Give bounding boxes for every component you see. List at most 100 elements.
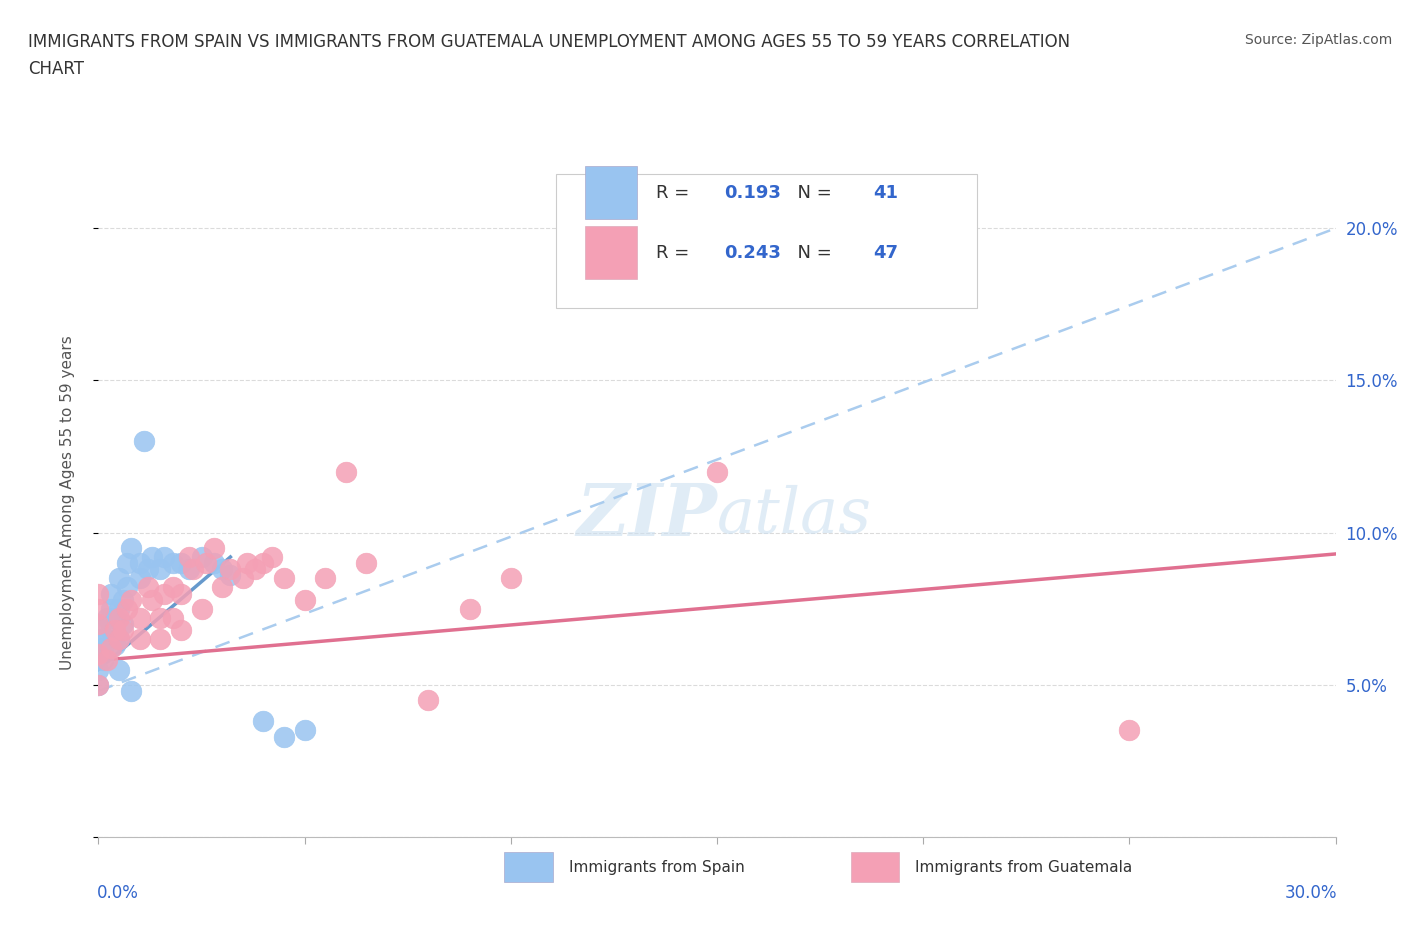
Point (356, 555, 378, 570)
Point (190, 602, 212, 617)
Point (314, 571, 336, 586)
Point (179, 550, 201, 565)
Text: R =: R = (657, 183, 696, 202)
Point (190, 550, 212, 565)
Point (100, 622, 122, 637)
Point (104, 638, 127, 653)
Point (179, 562, 201, 577)
Point (117, 602, 139, 617)
Point (136, 562, 159, 577)
Point (219, 568, 242, 583)
Point (162, 580, 184, 595)
Text: atlas: atlas (717, 485, 872, 547)
Point (120, 540, 142, 555)
Point (170, 622, 193, 637)
Point (112, 617, 135, 631)
Text: 0.243: 0.243 (724, 244, 782, 261)
Point (112, 592, 135, 607)
FancyBboxPatch shape (505, 853, 553, 882)
Text: R =: R = (657, 244, 696, 261)
Point (202, 555, 225, 570)
Point (96, 610, 118, 625)
Point (706, 464, 728, 479)
Point (128, 631, 150, 646)
Point (87, 662, 110, 677)
Point (96, 653, 118, 668)
Point (149, 610, 172, 625)
Point (87, 586, 110, 601)
Point (120, 684, 142, 698)
Text: ZIP: ZIP (576, 480, 717, 551)
Point (149, 562, 172, 577)
Point (912, 282, 935, 297)
Point (219, 562, 242, 577)
FancyBboxPatch shape (585, 226, 637, 279)
Point (112, 622, 135, 637)
Point (108, 571, 131, 586)
Point (162, 555, 184, 570)
Point (181, 562, 204, 577)
Text: Immigrants from Spain: Immigrants from Spain (568, 859, 744, 874)
Point (87, 647, 110, 662)
FancyBboxPatch shape (851, 853, 898, 882)
Point (108, 631, 131, 646)
Point (108, 662, 131, 677)
Point (108, 631, 131, 646)
Point (1118, 723, 1140, 737)
Text: 41: 41 (873, 183, 898, 202)
Point (128, 555, 150, 570)
Point (260, 550, 283, 565)
Point (243, 562, 266, 577)
Point (273, 571, 295, 586)
Text: CHART: CHART (28, 60, 84, 78)
Point (141, 550, 163, 565)
Point (117, 580, 139, 595)
Point (232, 571, 254, 586)
Point (194, 555, 217, 570)
Point (136, 580, 159, 595)
Point (458, 602, 481, 617)
Point (252, 714, 274, 729)
Point (87, 617, 110, 631)
Point (87, 631, 110, 646)
Point (91, 653, 114, 668)
FancyBboxPatch shape (557, 174, 977, 308)
Point (149, 631, 172, 646)
Text: 0.0%: 0.0% (97, 884, 139, 902)
Point (104, 610, 127, 625)
Point (294, 723, 316, 737)
Point (236, 555, 259, 570)
Point (87, 617, 110, 631)
Text: Immigrants from Guatemala: Immigrants from Guatemala (915, 859, 1132, 874)
FancyBboxPatch shape (585, 166, 637, 219)
Point (499, 571, 522, 586)
Text: N =: N = (786, 244, 838, 261)
Y-axis label: Unemployment Among Ages 55 to 59 years: Unemployment Among Ages 55 to 59 years (60, 335, 75, 670)
Point (170, 555, 193, 570)
Point (100, 602, 122, 617)
Point (120, 592, 142, 607)
Point (202, 540, 225, 555)
Text: N =: N = (786, 183, 838, 202)
Text: Source: ZipAtlas.com: Source: ZipAtlas.com (1244, 33, 1392, 46)
Point (211, 562, 233, 577)
Point (162, 610, 184, 625)
Point (108, 602, 131, 617)
Point (100, 586, 122, 601)
Point (273, 729, 295, 744)
Text: 30.0%: 30.0% (1285, 884, 1337, 902)
Point (211, 580, 233, 595)
Point (153, 586, 176, 601)
Text: 0.193: 0.193 (724, 183, 782, 202)
Point (87, 677, 110, 692)
Point (117, 555, 139, 570)
Point (132, 434, 155, 449)
Text: IMMIGRANTS FROM SPAIN VS IMMIGRANTS FROM GUATEMALA UNEMPLOYMENT AMONG AGES 55 TO: IMMIGRANTS FROM SPAIN VS IMMIGRANTS FROM… (28, 33, 1070, 50)
Point (128, 571, 150, 586)
Point (87, 647, 110, 662)
Point (153, 550, 176, 565)
Point (96, 631, 118, 646)
Point (170, 586, 193, 601)
Point (104, 622, 127, 637)
Text: 47: 47 (873, 244, 898, 261)
